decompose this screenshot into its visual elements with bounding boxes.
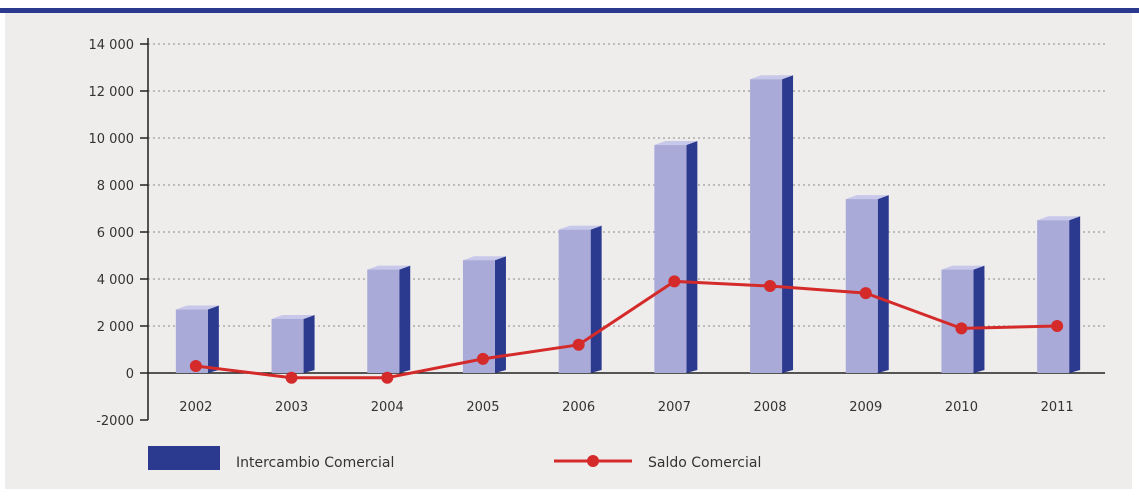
bar-front [941,269,974,373]
y-tick-label: 4 000 [97,273,134,288]
bar-side [207,305,219,373]
x-tick-label: 2009 [849,400,882,415]
bar-front [367,269,400,373]
bar-top [462,256,506,261]
x-tick-label: 2006 [562,400,595,415]
bar-top [367,265,411,270]
legend: Intercambio Comercial Saldo Comercial [148,446,761,471]
top-rule [0,8,1139,13]
bar-side [1069,216,1081,373]
bar-front [845,199,878,373]
bar-top [175,305,219,310]
bar [654,141,698,373]
bar-side [399,265,411,373]
saldo-point [572,338,585,351]
line-series [189,275,1064,384]
bar-top [845,195,889,200]
saldo-point [1051,320,1064,332]
legend-swatch-intercambio [148,446,220,470]
legend-marker-saldo [587,455,599,467]
bar [462,256,506,373]
bar-top [1037,216,1081,221]
bar [750,75,794,373]
bar-top [271,314,315,319]
x-tick-label: 2010 [945,400,978,415]
bar [175,305,219,373]
saldo-point [955,322,968,335]
bar-top [941,265,985,270]
x-tick-label: 2007 [658,400,691,415]
saldo-point [381,371,394,384]
bar-front [462,260,495,373]
bar-side [303,314,315,373]
y-tick-label: 6 000 [97,226,134,241]
y-tick-label: 8 000 [97,179,134,194]
x-tick-label: 2002 [179,400,212,415]
bar-front [750,79,783,373]
y-tick-label: -2000 [96,414,134,429]
bar-side [973,265,985,373]
bar-front [654,145,687,373]
y-tick-label: 2 000 [97,320,134,335]
bar [1037,216,1081,373]
x-tick-label: 2011 [1041,400,1074,415]
saldo-point [189,359,202,372]
bar [367,265,411,373]
bar [558,225,602,373]
saldo-point [668,275,681,288]
bar-front [1037,220,1070,373]
y-tick-label: 14 000 [89,38,135,53]
bar-front [558,229,591,373]
saldo-point [476,352,489,365]
y-tick-label: 10 000 [89,132,135,147]
bar-side [782,75,794,373]
bar-side [686,141,698,373]
saldo-point [285,371,298,384]
legend-label-intercambio: Intercambio Comercial [236,455,394,471]
bar-series [175,75,1081,373]
bar-top [654,141,698,146]
saldo-line [195,279,1058,380]
tick-labels: 14 000 12 000 10 000 8 000 6 000 4 000 2 000 0 -… [89,38,1074,429]
saldo-point [859,287,872,300]
bar-top [750,75,794,80]
bar [941,265,985,373]
bar-front [271,318,304,373]
y-tick-label: 0 [126,367,134,382]
y-tick-label: 12 000 [89,85,135,100]
bar-top [558,225,602,230]
x-tick-label: 2005 [466,400,499,415]
legend-label-saldo: Saldo Comercial [648,455,761,471]
bar [845,195,889,373]
bar [271,314,315,373]
bar-side [494,256,506,373]
x-tick-label: 2004 [371,400,404,415]
saldo-point [764,280,777,293]
bar-side [877,195,889,373]
bar-side [590,225,602,373]
x-tick-label: 2003 [275,400,308,415]
x-tick-label: 2008 [754,400,787,415]
